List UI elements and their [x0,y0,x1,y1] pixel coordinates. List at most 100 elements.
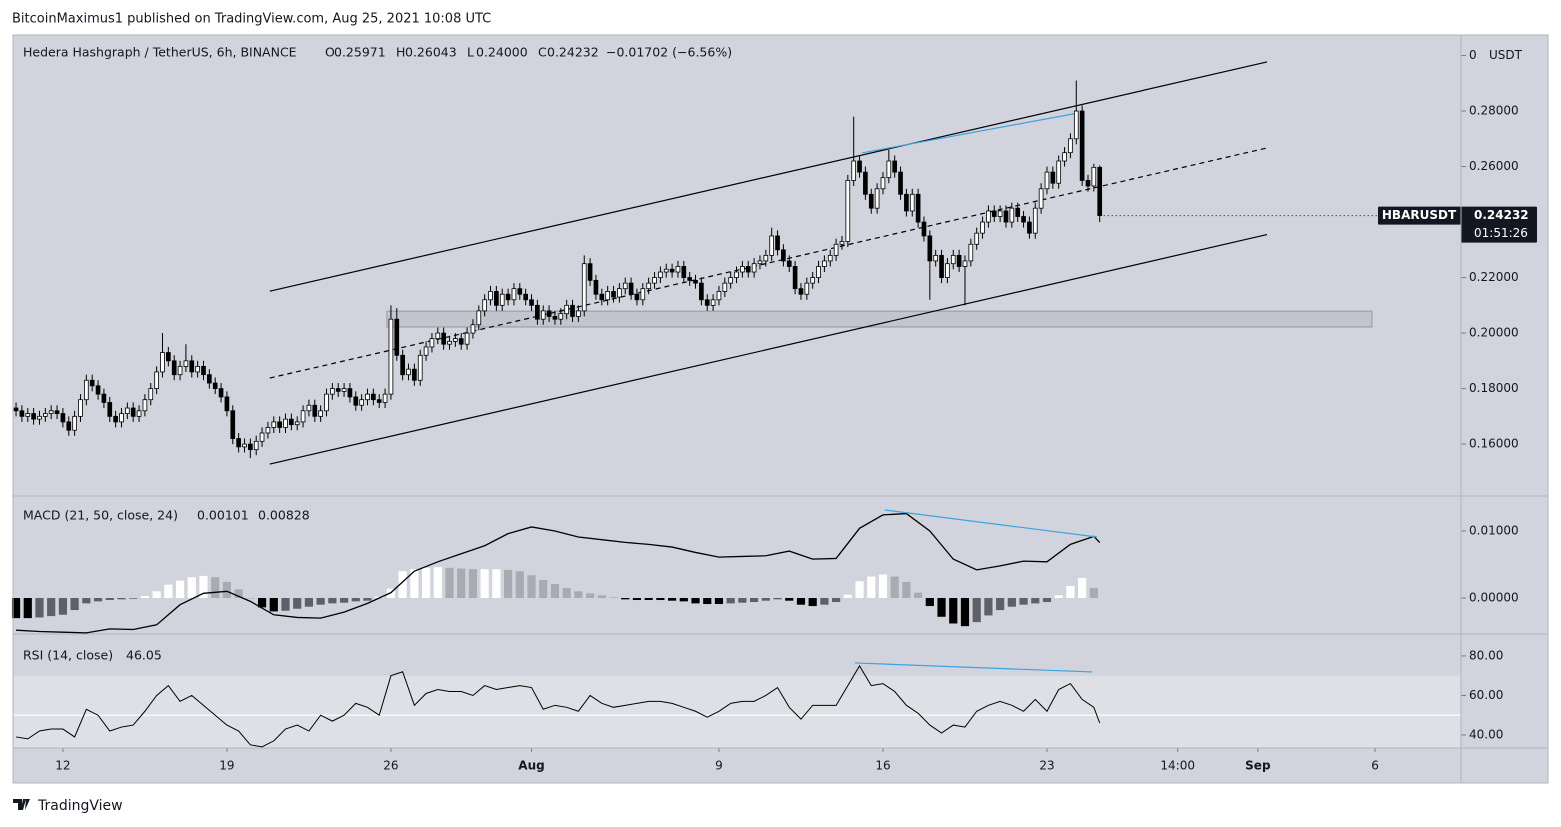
candle-body [119,413,124,423]
candle-body [693,279,698,284]
candle-body [863,171,868,195]
indicator-value: 0.00101 [197,508,249,523]
candle-body [253,440,259,451]
legend-key: O [325,45,335,60]
y-tick-label: 40.00 [1469,727,1503,741]
histogram-bar [1019,598,1028,605]
candle-body [95,385,101,395]
publish-header: BitcoinMaximus1 published on TradingView… [12,12,491,27]
price-tag [1461,206,1537,243]
rsi-line [15,664,1101,748]
legend-value: 0.26043 [405,45,457,60]
histogram-bar [714,598,724,605]
candle-body [775,235,780,251]
histogram-bar [773,598,782,600]
histogram-bar [363,598,372,601]
candle-body [816,266,821,278]
candle-body [904,193,909,212]
candle-body [927,235,933,262]
candle-body [464,332,470,345]
histogram-bar [11,598,21,619]
histogram-bar [996,598,1005,611]
candle-body [447,341,452,345]
candle-body [289,418,294,426]
candle-body [617,288,622,298]
candle-body [330,388,335,395]
rsi-band [13,675,1461,748]
histogram-bar [949,598,958,624]
y-tick-label: 0.28000 [1469,104,1519,118]
candle-body [89,379,95,387]
candle-body [546,310,552,317]
candle-body [939,254,944,278]
histogram-bar [750,598,759,603]
candle-body [786,260,792,267]
candle-body [312,404,318,417]
histogram-bar [1066,585,1075,599]
candle-body [833,243,839,256]
footer-logo [13,799,30,810]
legend-value: 0.25971 [334,45,386,60]
histogram-bar [503,569,513,599]
candle-body [564,304,569,315]
candle-body [968,243,974,262]
histogram-bar [539,579,548,599]
x-tick-label: 19 [219,759,234,773]
histogram-bar [656,598,665,601]
candle-body [406,368,411,376]
indicator-title: MACD (21, 50, close, 24) [23,508,178,523]
legend-key: H [396,45,405,60]
histogram-bar [82,598,91,604]
candle-body [394,318,400,356]
candle-body [991,210,997,217]
candle-body [365,393,370,401]
histogram-bar [609,597,618,599]
candle-body [675,266,681,273]
candle-body [482,299,487,312]
y-tick-label: 0.22000 [1469,270,1519,284]
indicator-value: 0.00828 [258,508,310,523]
candle-body [218,388,224,398]
y-tick-label: 0.26000 [1469,159,1519,173]
footer-brand: TradingView [37,798,123,814]
histogram-bar [972,598,981,623]
candle-body [576,310,581,317]
candle-body [318,410,323,417]
candle-body [933,254,939,262]
candle-body [494,291,499,306]
histogram-bar [820,598,829,605]
histogram-bar [902,581,911,599]
candle-body [810,277,816,284]
candle-body [43,413,48,417]
histogram-bar [960,598,970,627]
candle-body [435,332,441,340]
histogram-bar [691,598,700,604]
candle-body [353,396,359,406]
candle-body [13,407,19,412]
x-tick-label: 6 [1371,759,1379,773]
legend-change: −0.01702 (−6.56%) [606,45,732,60]
candle-body [880,177,886,190]
candle-body [1079,110,1085,181]
candle-body [827,254,833,262]
candle-body [540,310,546,320]
candle-body [271,421,277,428]
histogram-bar [878,574,888,599]
candle-body [335,388,341,392]
symbol-tag-text: HBARUSDT [1382,208,1457,222]
histogram-bar [562,587,571,599]
logo-mark [13,799,30,810]
candle-body [207,374,212,384]
chart-layer: Hedera Hashgraph / TetherUS, 6h, BINANCE… [11,45,1537,773]
candle-body [980,221,985,234]
candle-body [734,271,739,278]
histogram-bar [1031,598,1040,604]
y-tick-label: 0.20000 [1469,326,1519,340]
support-box [386,310,1373,328]
candle-body [570,304,575,317]
candle-body [476,310,482,326]
candle-body [25,413,31,417]
candle-body [763,254,769,262]
candle-body [974,232,980,245]
histogram-bar [550,583,560,599]
